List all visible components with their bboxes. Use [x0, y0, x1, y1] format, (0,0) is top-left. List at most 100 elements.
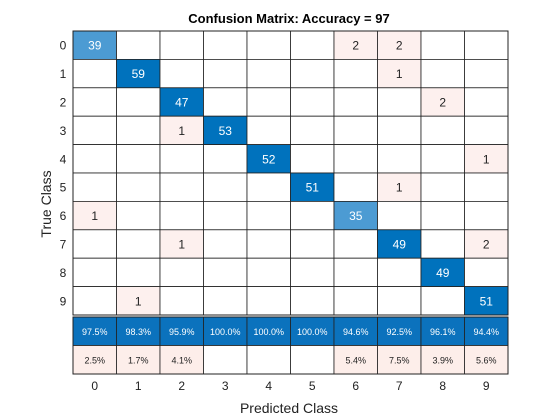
summary-value-label: 1.7% — [128, 355, 149, 365]
matrix-cell — [116, 115, 161, 145]
cell-value-label: 2 — [439, 96, 446, 110]
x-tick-label: 4 — [265, 379, 272, 393]
matrix-cell — [159, 59, 204, 89]
matrix-cell — [203, 59, 248, 89]
cell-value-label: 53 — [219, 124, 233, 138]
matrix-cell — [290, 144, 335, 174]
matrix-cell — [333, 286, 378, 316]
matrix-cell — [116, 87, 161, 117]
summary-incorrect-cell — [72, 345, 117, 375]
matrix-cell — [159, 115, 204, 145]
cell-value-label: 1 — [135, 294, 142, 308]
x-tick-label: 0 — [91, 379, 98, 393]
matrix-cell — [420, 257, 465, 288]
summary-value-label: 95.9% — [169, 327, 195, 337]
y-tick-label: 9 — [60, 294, 67, 308]
matrix-cell — [72, 200, 117, 231]
matrix-cell — [333, 87, 378, 117]
matrix-cell — [116, 144, 161, 174]
matrix-cell — [464, 200, 509, 231]
matrix-cell — [246, 87, 291, 117]
matrix-cell — [464, 172, 509, 202]
summary-value-label: 98.3% — [125, 327, 151, 337]
cell-value-label: 1 — [178, 238, 185, 252]
y-tick-label: 2 — [60, 96, 67, 110]
y-tick-label: 0 — [60, 39, 67, 53]
summary-correct-cell — [290, 316, 335, 346]
matrix-cell — [290, 286, 335, 316]
matrix-cell — [246, 59, 291, 89]
matrix-cell — [72, 172, 117, 202]
matrix-cell — [72, 229, 117, 259]
y-tick-label: 6 — [60, 209, 67, 223]
matrix-cell — [333, 229, 378, 259]
matrix-cell — [246, 257, 291, 288]
summary-value-label: 4.1% — [171, 355, 192, 365]
cell-value-label: 49 — [436, 266, 450, 280]
matrix-cell — [116, 30, 161, 60]
summary-border — [72, 316, 509, 375]
y-tick-label: 3 — [60, 124, 67, 138]
matrix-cell — [420, 59, 465, 89]
x-tick-label: 6 — [352, 379, 359, 393]
cell-value-label: 1 — [483, 152, 490, 166]
y-tick-label: 4 — [60, 152, 67, 166]
summary-value-label: 3.9% — [432, 355, 453, 365]
y-tick-labels: 0 1 2 3 4 5 6 7 8 9 — [60, 39, 67, 309]
x-tick-label: 7 — [396, 379, 403, 393]
x-tick-label: 9 — [483, 379, 490, 393]
cell-value-label: 1 — [91, 209, 98, 223]
matrix-cell — [420, 172, 465, 202]
y-tick-label: 8 — [60, 266, 67, 280]
cell-value-label: 52 — [262, 152, 276, 166]
matrix-cell — [464, 115, 509, 145]
cell-value-label: 47 — [175, 96, 189, 110]
y-tick-label: 1 — [60, 67, 67, 81]
y-tick-label: 7 — [60, 238, 67, 252]
cell-value-label: 35 — [349, 209, 363, 223]
matrix-cell — [290, 257, 335, 288]
matrix-cell — [290, 59, 335, 89]
matrix-cell — [377, 144, 422, 174]
summary-value-label: 7.5% — [389, 355, 410, 365]
summary-incorrect-cell — [290, 345, 335, 375]
matrix-cell — [246, 144, 291, 174]
x-tick-label: 3 — [222, 379, 229, 393]
x-tick-label: 5 — [309, 379, 316, 393]
matrix-cell — [72, 286, 117, 316]
matrix-cell — [420, 144, 465, 174]
cell-value-label: 1 — [396, 67, 403, 81]
matrix-cell — [72, 144, 117, 174]
cell-value-label: 2 — [396, 39, 403, 53]
x-tick-label: 2 — [178, 379, 185, 393]
summary-value-label: 92.5% — [386, 327, 412, 337]
matrix-cell — [246, 115, 291, 145]
summary-value-label: 100.0% — [297, 327, 328, 337]
matrix-cell — [159, 286, 204, 316]
matrix-cell — [116, 286, 161, 316]
matrix-cell — [159, 87, 204, 117]
matrix-cell — [159, 229, 204, 259]
matrix-cell — [159, 144, 204, 174]
summary-correct-cell — [377, 316, 422, 346]
matrix-cell — [203, 286, 248, 316]
summary-value-label: 94.4% — [473, 327, 499, 337]
matrix-cell — [464, 229, 509, 259]
matrix-cell — [464, 30, 509, 60]
matrix-cell — [290, 87, 335, 117]
matrix-cell — [420, 115, 465, 145]
matrix-cell — [159, 257, 204, 288]
summary-value-label: 94.6% — [343, 327, 369, 337]
y-tick-label: 5 — [60, 181, 67, 195]
matrix-cell — [377, 115, 422, 145]
cell-value-label: 59 — [132, 67, 146, 81]
matrix-cell — [203, 144, 248, 174]
matrix-cell — [377, 286, 422, 316]
matrix-cell — [333, 144, 378, 174]
x-tick-label: 8 — [439, 379, 446, 393]
matrix-cell — [116, 172, 161, 202]
matrix-cell — [464, 286, 509, 316]
matrix-cells: 39 2 2 59 1 47 2 1 53 52 1 51 1 1 35 1 49 2 49 1 51 — [72, 30, 509, 316]
